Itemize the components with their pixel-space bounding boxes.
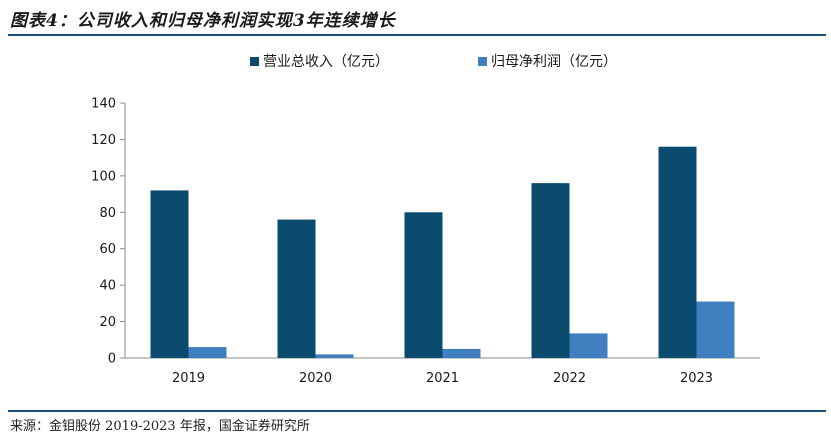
chart-legend: 营业总收入（亿元） 归母净利润（亿元） bbox=[250, 53, 617, 70]
bar-revenue-2023 bbox=[658, 146, 697, 358]
x-tick-label: 2020 bbox=[299, 371, 332, 386]
bar-revenue-2021 bbox=[404, 212, 443, 358]
y-tick-label: 0 bbox=[108, 352, 116, 367]
x-tick-label: 2022 bbox=[553, 371, 586, 386]
legend-label-2: 归母净利润（亿元） bbox=[491, 53, 617, 70]
source-note: 来源：金钼股份 2019-2023 年报，国金证券研究所 bbox=[10, 419, 310, 434]
x-axis: 2019 2020 2021 2022 2023 bbox=[125, 357, 760, 386]
bar-net-profit-2020 bbox=[315, 354, 354, 358]
chart-area: 营业总收入（亿元） 归母净利润（亿元） 0 20 40 60 80 100 120 140 20… bbox=[0, 36, 831, 408]
x-tick-label: 2021 bbox=[426, 371, 459, 386]
bar-revenue-2019 bbox=[150, 190, 189, 358]
bar-net-profit-2019 bbox=[188, 347, 227, 358]
legend-swatch-1 bbox=[250, 57, 259, 66]
y-tick-label: 80 bbox=[99, 206, 116, 221]
x-tick-label: 2023 bbox=[680, 371, 713, 386]
y-tick-label: 120 bbox=[91, 133, 116, 148]
legend-label-1: 营业总收入（亿元） bbox=[263, 54, 389, 70]
figure-title: 图表4：公司收入和归母净利润实现3年连续增长 bbox=[10, 11, 396, 31]
bar-net-profit-2021 bbox=[442, 348, 481, 358]
bar-net-profit-2022 bbox=[569, 333, 608, 358]
y-tick-label: 60 bbox=[99, 242, 116, 257]
y-tick-label: 20 bbox=[99, 315, 116, 330]
figure-header: 图表4：公司收入和归母净利润实现3年连续增长 bbox=[0, 0, 831, 36]
bar-revenue-2020 bbox=[277, 219, 316, 358]
bar-chart: 营业总收入（亿元） 归母净利润（亿元） 0 20 40 60 80 100 120 140 20… bbox=[91, 53, 760, 386]
y-tick-label: 100 bbox=[91, 169, 116, 184]
legend-swatch-2 bbox=[478, 57, 487, 66]
y-tick-label: 40 bbox=[99, 279, 116, 294]
y-tick-label: 140 bbox=[91, 97, 116, 112]
bar-net-profit-2023 bbox=[696, 301, 735, 358]
bars bbox=[150, 146, 735, 358]
footer-divider bbox=[8, 410, 826, 412]
header-divider bbox=[8, 34, 826, 36]
y-axis: 0 20 40 60 80 100 120 140 bbox=[91, 97, 126, 367]
x-tick-label: 2019 bbox=[172, 371, 205, 386]
bar-revenue-2022 bbox=[531, 183, 570, 358]
